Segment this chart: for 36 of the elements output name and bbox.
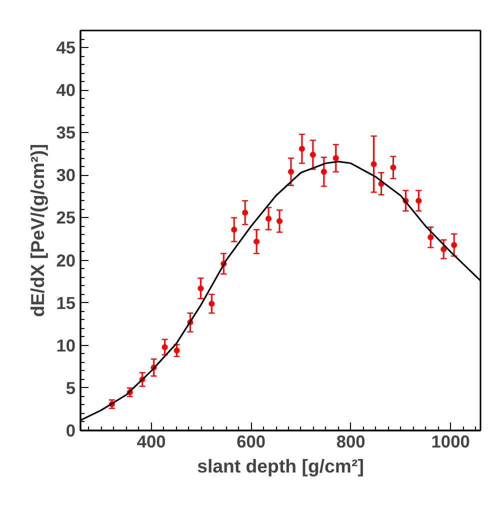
point — [310, 152, 316, 158]
y-tick-label: 20 — [56, 250, 76, 270]
y-tick-label: 45 — [56, 38, 76, 58]
point — [276, 218, 283, 224]
point — [390, 164, 396, 171]
point — [320, 168, 327, 175]
point — [231, 226, 238, 233]
y-axis-title: dE/dX [PeV/(g/cm²)] — [27, 144, 48, 318]
point — [428, 234, 434, 240]
y-tick-label: 35 — [56, 122, 76, 143]
x-tick-label: 400 — [136, 432, 166, 452]
point — [242, 210, 248, 216]
point — [162, 344, 168, 350]
point — [332, 155, 339, 162]
y-tick-label: 30 — [56, 165, 76, 186]
x-tick-label: 600 — [236, 432, 266, 452]
point — [440, 246, 447, 252]
y-tick-label: 40 — [56, 80, 76, 100]
point — [288, 168, 294, 175]
y-tick-label: 5 — [66, 378, 76, 398]
point — [254, 238, 260, 245]
y-tick-label: 25 — [56, 208, 76, 228]
y-tick-label: 0 — [66, 420, 76, 440]
point — [416, 198, 422, 204]
point — [298, 146, 305, 152]
point — [174, 348, 180, 354]
point — [198, 285, 204, 292]
point — [370, 161, 377, 168]
point — [266, 216, 272, 222]
x-axis-title: slant depth [g/cm²] — [197, 456, 364, 476]
y-tick-label: 15 — [56, 292, 76, 313]
point — [451, 242, 458, 248]
x-tick-label: 800 — [336, 432, 366, 452]
point — [208, 300, 215, 307]
x-tick-label: 1000 — [431, 432, 470, 452]
y-tick-label: 10 — [56, 335, 76, 356]
